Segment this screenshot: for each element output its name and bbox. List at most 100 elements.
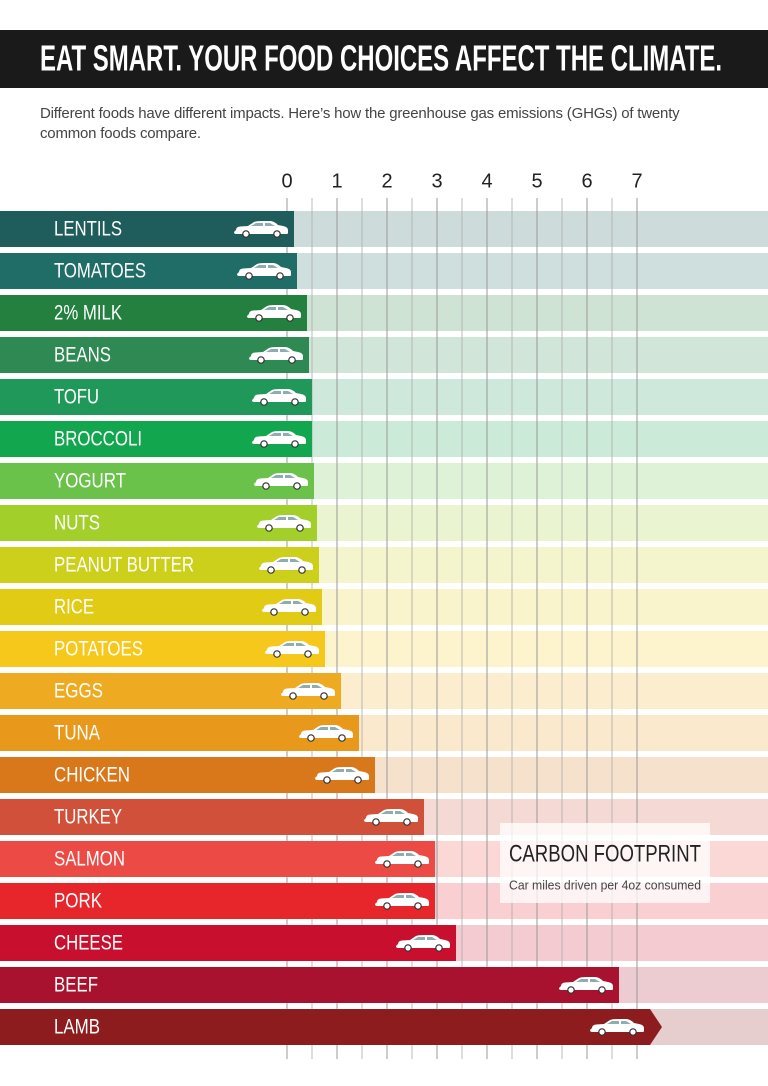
bar: [0, 715, 359, 751]
car-wheel: [338, 734, 346, 742]
car-wheel: [291, 398, 299, 406]
car-icon: [259, 557, 313, 574]
car-icon: [559, 977, 613, 994]
car-wheel: [567, 986, 575, 994]
category-label: BEANS: [54, 344, 111, 367]
title-bar: [0, 30, 768, 88]
car-wheel: [323, 776, 331, 784]
car-icon: [396, 935, 450, 952]
car-windows: [274, 517, 298, 520]
car-icon: [234, 221, 288, 238]
bar: [0, 883, 435, 919]
category-label: LENTILS: [54, 218, 122, 241]
car-wheel: [372, 818, 380, 826]
x-tick-label: 2: [381, 170, 392, 192]
car-wheel: [245, 272, 253, 280]
category-label: SALMON: [54, 848, 125, 871]
car-windows: [413, 937, 437, 940]
car-icon: [281, 683, 335, 700]
car-wheel: [286, 314, 294, 322]
bar: [0, 799, 424, 835]
category-label: EGGS: [54, 680, 103, 703]
car-windows: [254, 265, 278, 268]
category-label: TURKEY: [54, 806, 122, 829]
x-tick-label: 3: [431, 170, 442, 192]
car-icon: [375, 851, 429, 868]
car-windows: [266, 349, 290, 352]
bar: [0, 925, 456, 961]
car-icon: [252, 389, 306, 406]
category-label: RICE: [54, 596, 94, 619]
bar: [0, 1009, 662, 1045]
car-wheel: [307, 734, 315, 742]
car-icon: [257, 515, 311, 532]
x-tick-label: 7: [631, 170, 642, 192]
car-wheel: [598, 1028, 606, 1036]
car-windows: [316, 727, 340, 730]
car-wheel: [265, 524, 273, 532]
car-wheel: [289, 692, 297, 700]
x-tick-label: 5: [531, 170, 542, 192]
car-windows: [392, 853, 416, 856]
category-label: TOFU: [54, 386, 99, 409]
car-windows: [271, 475, 295, 478]
chart-title: EAT SMART. YOUR FOOD CHOICES AFFECT THE …: [40, 38, 722, 79]
car-wheel: [260, 440, 268, 448]
category-label: CHEESE: [54, 932, 123, 955]
car-icon: [364, 809, 418, 826]
car-wheel: [414, 902, 422, 910]
car-wheel: [267, 566, 275, 574]
car-icon: [249, 347, 303, 364]
category-label: PEANUT BUTTER: [54, 554, 194, 577]
bar: [0, 967, 619, 1003]
category-label: LAMB: [54, 1016, 100, 1039]
car-wheel: [291, 440, 299, 448]
car-windows: [576, 979, 600, 982]
category-label: TOMATOES: [54, 260, 146, 283]
car-icon: [262, 599, 316, 616]
car-wheel: [414, 860, 422, 868]
category-label: NUTS: [54, 512, 100, 535]
category-label: PORK: [54, 890, 102, 913]
car-wheel: [629, 1028, 637, 1036]
car-windows: [381, 811, 405, 814]
car-wheel: [288, 356, 296, 364]
car-wheel: [273, 230, 281, 238]
category-label: BROCCOLI: [54, 428, 142, 451]
car-wheel: [320, 692, 328, 700]
car-wheel: [404, 944, 412, 952]
car-windows: [332, 769, 356, 772]
car-wheel: [293, 482, 301, 490]
car-wheel: [255, 314, 263, 322]
car-windows: [276, 559, 300, 562]
car-wheel: [260, 398, 268, 406]
car-wheel: [296, 524, 304, 532]
car-wheel: [383, 860, 391, 868]
car-wheel: [383, 902, 391, 910]
car-wheel: [354, 776, 362, 784]
car-wheel: [598, 986, 606, 994]
car-icon: [590, 1019, 644, 1036]
category-label: BEEF: [54, 974, 98, 997]
car-wheel: [262, 482, 270, 490]
car-windows: [298, 685, 322, 688]
legend-subtitle: Car miles driven per 4oz consumed: [509, 877, 701, 892]
car-windows: [269, 433, 293, 436]
car-wheel: [270, 608, 278, 616]
x-tick-label: 0: [281, 170, 292, 192]
car-icon: [299, 725, 353, 742]
legend-title: CARBON FOOTPRINT: [509, 840, 701, 867]
car-icon: [254, 473, 308, 490]
subtitle: Different foods have different impacts. …: [40, 105, 680, 142]
car-windows: [392, 895, 416, 898]
car-wheel: [403, 818, 411, 826]
car-windows: [279, 601, 303, 604]
car-wheel: [304, 650, 312, 658]
bar: [0, 757, 375, 793]
x-tick-label: 6: [581, 170, 592, 192]
car-wheel: [298, 566, 306, 574]
car-wheel: [242, 230, 250, 238]
x-tick-label: 4: [481, 170, 492, 192]
